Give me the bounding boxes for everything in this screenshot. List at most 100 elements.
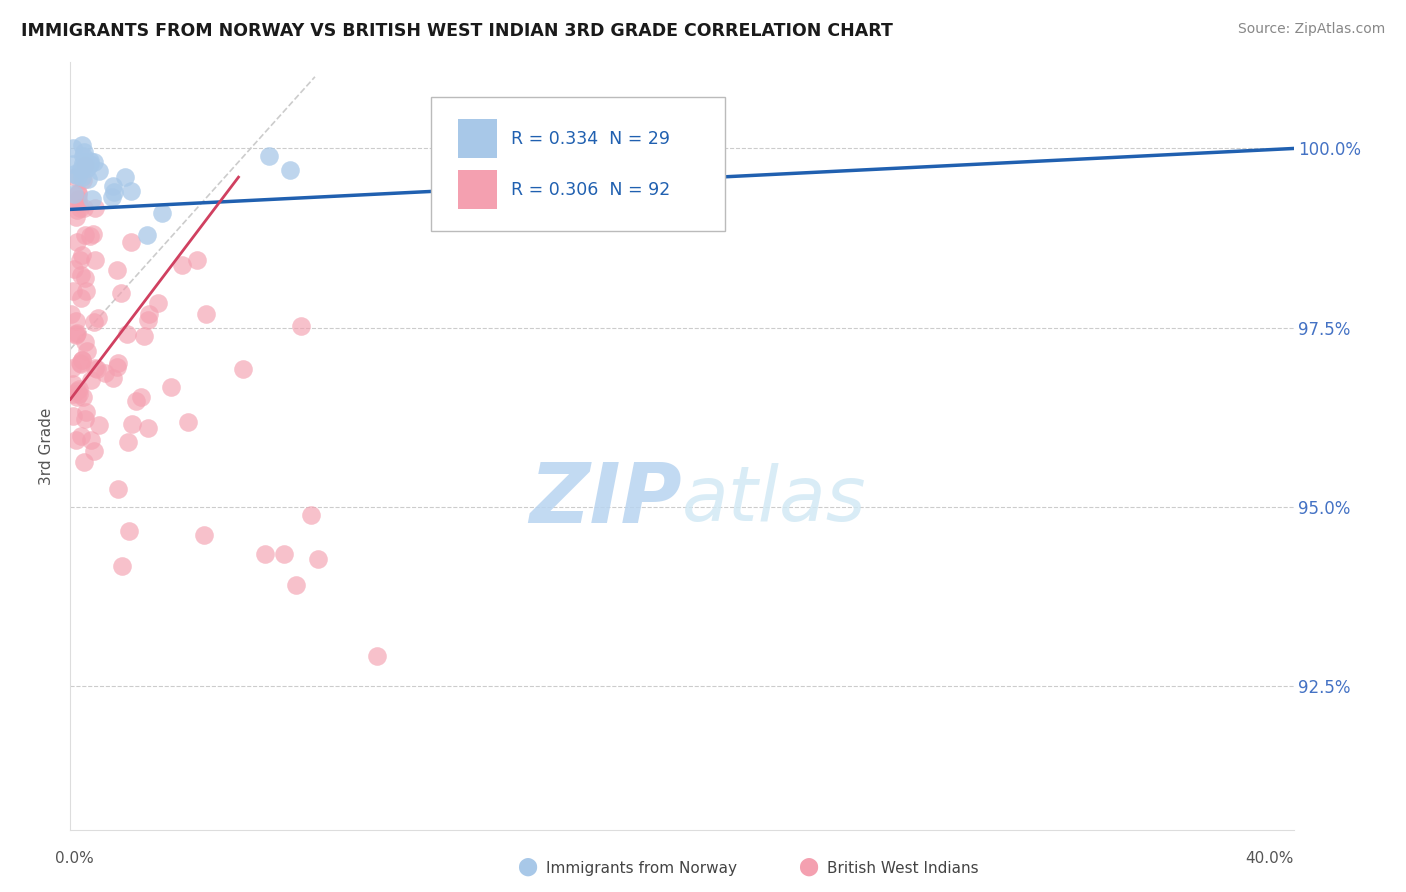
Point xyxy=(62,377,84,392)
Point xyxy=(62,284,84,298)
Point xyxy=(80,434,103,448)
Point xyxy=(257,148,280,162)
Point xyxy=(73,271,96,285)
Point xyxy=(136,420,159,434)
Text: 0.0%: 0.0% xyxy=(55,851,94,866)
Y-axis label: 3rd Grade: 3rd Grade xyxy=(39,408,55,484)
Point xyxy=(87,163,110,178)
Point xyxy=(72,173,94,187)
Text: atlas: atlas xyxy=(682,463,866,537)
Point xyxy=(160,380,183,394)
Point xyxy=(66,193,89,207)
Point xyxy=(101,189,124,203)
Point xyxy=(72,390,94,404)
Point xyxy=(194,308,217,322)
Point xyxy=(103,186,125,200)
Point xyxy=(366,649,388,664)
Point xyxy=(107,482,129,496)
Point xyxy=(177,415,200,429)
Point xyxy=(66,195,89,210)
Point xyxy=(70,268,93,283)
Point xyxy=(114,170,136,185)
Point xyxy=(280,163,302,178)
Point xyxy=(70,169,93,184)
Text: 40.0%: 40.0% xyxy=(1246,851,1294,866)
Point xyxy=(60,360,83,375)
Point xyxy=(69,429,91,443)
Bar xyxy=(458,119,498,158)
Point xyxy=(75,412,97,426)
Text: R = 0.306  N = 92: R = 0.306 N = 92 xyxy=(510,181,669,199)
Point xyxy=(75,155,97,169)
Point xyxy=(70,138,93,153)
Point xyxy=(70,357,93,371)
Text: IMMIGRANTS FROM NORWAY VS BRITISH WEST INDIAN 3RD GRADE CORRELATION CHART: IMMIGRANTS FROM NORWAY VS BRITISH WEST I… xyxy=(21,22,893,40)
Point xyxy=(83,154,105,169)
Point xyxy=(101,370,124,384)
Point xyxy=(120,235,142,250)
Point xyxy=(73,455,96,469)
Point xyxy=(83,315,105,329)
Point xyxy=(285,578,308,592)
Point xyxy=(105,263,128,277)
Point xyxy=(82,193,104,207)
Point xyxy=(66,187,89,202)
Point xyxy=(290,318,312,333)
Point xyxy=(110,286,132,301)
Point xyxy=(121,417,143,432)
Point xyxy=(70,248,93,262)
Point xyxy=(62,157,84,171)
Point xyxy=(67,387,90,401)
Point xyxy=(79,153,101,168)
Point xyxy=(640,137,662,152)
Point xyxy=(79,228,101,243)
Point xyxy=(76,344,98,359)
Point xyxy=(86,362,108,376)
Point xyxy=(70,352,93,367)
Point xyxy=(138,313,160,327)
Point xyxy=(75,285,97,299)
Point xyxy=(273,547,295,561)
Point xyxy=(65,434,87,448)
Text: British West Indians: British West Indians xyxy=(827,861,979,876)
Point xyxy=(118,524,141,539)
Point xyxy=(82,227,104,241)
Point xyxy=(132,329,155,343)
Point xyxy=(67,382,90,396)
Point xyxy=(193,528,215,542)
Point xyxy=(72,148,94,162)
Point xyxy=(66,169,89,183)
FancyBboxPatch shape xyxy=(432,97,724,231)
Point xyxy=(62,409,84,423)
Point xyxy=(63,169,86,184)
Point xyxy=(170,258,193,272)
Point xyxy=(72,156,94,170)
Point xyxy=(73,227,96,242)
Point xyxy=(65,210,87,224)
Point xyxy=(66,326,89,340)
Point xyxy=(65,314,87,328)
Point xyxy=(125,394,148,409)
Text: R = 0.334  N = 29: R = 0.334 N = 29 xyxy=(510,130,669,148)
Point xyxy=(84,201,107,215)
Point xyxy=(77,171,100,186)
Point xyxy=(75,157,97,171)
Point xyxy=(67,186,90,200)
Point xyxy=(87,418,110,433)
Point xyxy=(254,547,277,561)
Point xyxy=(63,186,86,201)
Point xyxy=(75,405,97,419)
Point xyxy=(79,157,101,171)
Point xyxy=(307,551,329,566)
Text: ZIP: ZIP xyxy=(529,459,682,541)
Point xyxy=(69,161,91,176)
Point xyxy=(62,386,84,401)
Point xyxy=(105,359,128,374)
Point xyxy=(65,326,87,341)
Point xyxy=(94,366,117,380)
Point xyxy=(66,235,89,249)
Point xyxy=(107,356,129,370)
Point xyxy=(299,508,322,523)
Point xyxy=(65,328,87,343)
Point xyxy=(80,373,103,387)
